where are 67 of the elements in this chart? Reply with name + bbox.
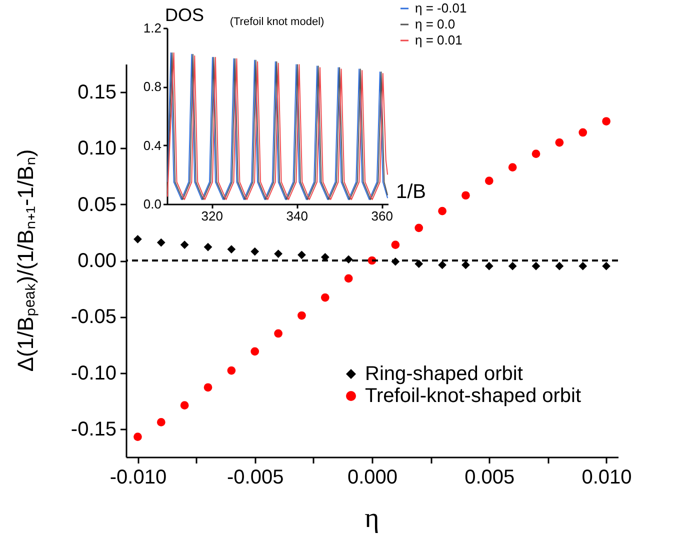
point — [414, 224, 424, 232]
point — [204, 242, 212, 252]
point — [508, 262, 517, 270]
point — [391, 240, 400, 249]
y-tick-label: 1.2 — [143, 20, 162, 36]
x-tick-label: 320 — [201, 208, 223, 224]
y-tick-label: 0.8 — [143, 79, 162, 94]
point — [156, 238, 166, 247]
x-tick-label: 0.000 — [347, 466, 398, 488]
y-axis-title: Δ(1/Bₚₑₐₖ)/(1/Bₙ₊₁-1/Bₙ) — [13, 149, 39, 372]
point — [156, 418, 166, 426]
x-tick-label: -0.010 — [110, 466, 167, 488]
legend-label: η = 0.01 — [415, 32, 462, 48]
x-tick-label: 0.005 — [464, 466, 515, 488]
legend-label: Trefoil-knot-shaped orbit — [365, 385, 582, 407]
point — [484, 176, 494, 185]
y-tick-label: 0.4 — [143, 138, 162, 153]
point — [578, 262, 588, 270]
point — [414, 260, 424, 268]
point — [462, 260, 470, 270]
point — [134, 234, 142, 244]
point — [602, 262, 610, 270]
x-tick-label: 340 — [286, 208, 308, 224]
x-axis-title: 1/B — [396, 181, 426, 203]
y-tick-label: -0.15 — [70, 418, 116, 440]
point — [462, 191, 470, 200]
legend-label: η = -0.01 — [415, 0, 467, 16]
point — [250, 347, 260, 356]
point — [532, 262, 540, 270]
point — [602, 117, 610, 126]
point — [298, 250, 306, 260]
point — [250, 247, 260, 256]
legend-label: η = 0.0 — [415, 16, 456, 32]
line-series — [166, 52, 388, 200]
point — [134, 432, 142, 441]
point — [274, 250, 282, 258]
point — [180, 401, 189, 410]
y-tick-label: -0.05 — [70, 306, 116, 328]
y-axis-title: DOS — [165, 5, 204, 25]
point — [578, 128, 588, 137]
point — [438, 260, 446, 270]
chart-title: (Trefoil knot model) — [230, 16, 324, 28]
y-tick-label: 0.0 — [143, 196, 162, 212]
point — [227, 366, 236, 375]
point — [508, 163, 517, 172]
y-tick-label: 0.00 — [78, 250, 116, 272]
y-tick-label: -0.10 — [70, 362, 116, 384]
y-tick-label: 0.05 — [78, 194, 116, 216]
point — [180, 240, 189, 249]
y-tick-label: 0.10 — [78, 138, 116, 160]
point — [438, 206, 446, 216]
point — [555, 138, 564, 147]
point — [532, 150, 540, 158]
point — [555, 262, 564, 270]
point — [344, 274, 353, 283]
x-tick-label: 360 — [371, 208, 393, 224]
point — [298, 311, 306, 320]
point — [320, 293, 330, 302]
legend-label: Ring-shaped orbit — [365, 363, 524, 385]
x-tick-label: 0.010 — [582, 466, 632, 488]
y-tick-label: 0.15 — [78, 82, 116, 104]
point — [204, 383, 212, 392]
point — [227, 245, 236, 254]
x-tick-label: -0.005 — [227, 466, 284, 488]
x-axis-title: η — [364, 503, 380, 534]
point — [484, 262, 494, 270]
point — [274, 329, 282, 338]
